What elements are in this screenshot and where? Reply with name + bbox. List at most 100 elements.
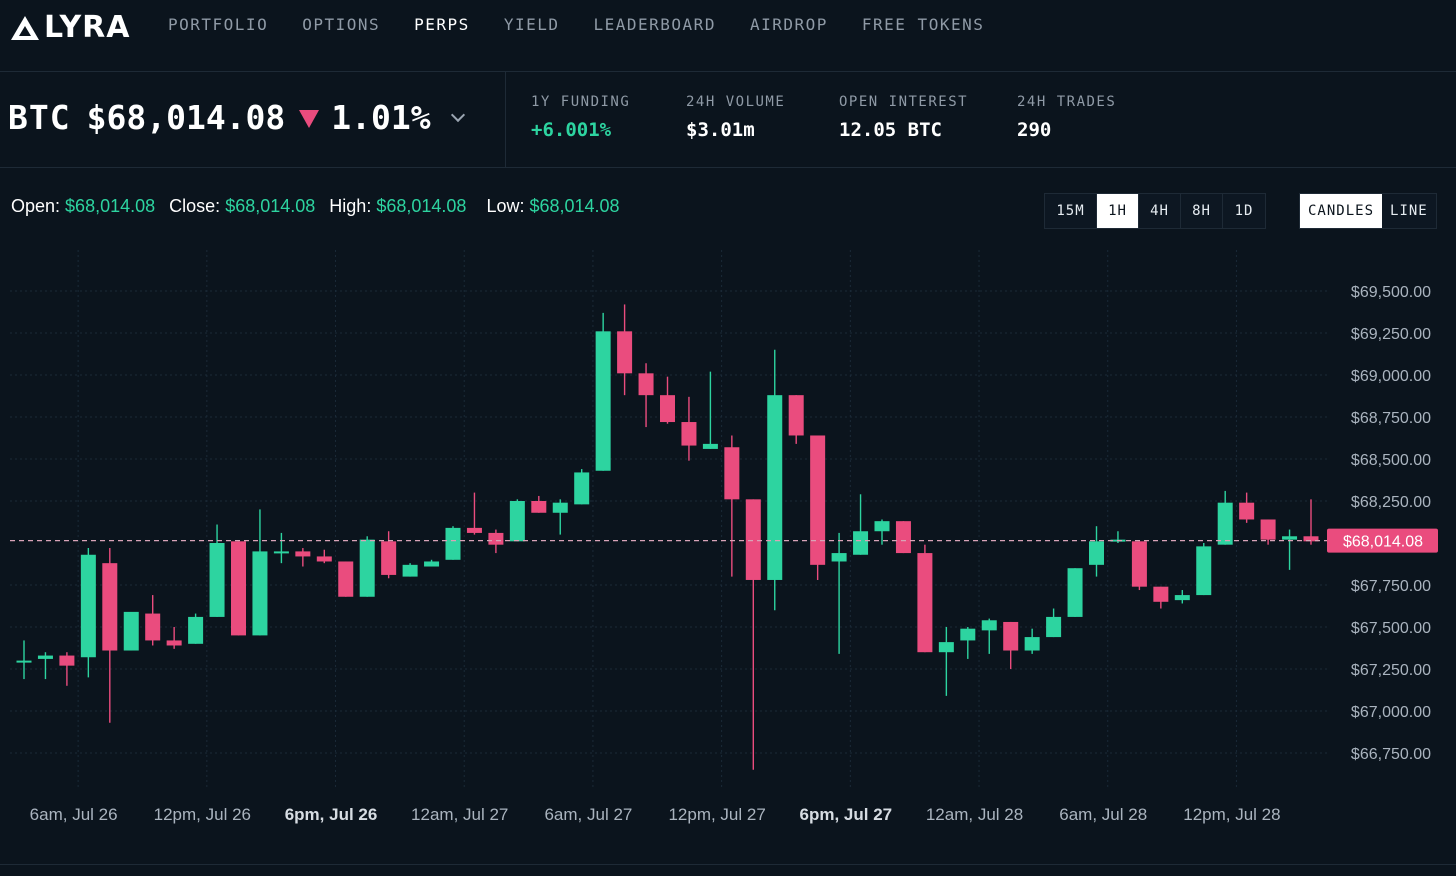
candle-body: [359, 539, 375, 597]
chart-type-line-button[interactable]: LINE: [1390, 203, 1428, 219]
candle: [552, 499, 568, 535]
timeframe-4h-button[interactable]: 4H: [1139, 194, 1181, 228]
candle: [1131, 541, 1147, 591]
nav-leaderboard[interactable]: LEADERBOARD: [593, 15, 716, 34]
candle-body: [617, 331, 633, 374]
candle: [123, 611, 139, 651]
candle-body: [1024, 637, 1040, 651]
candle: [359, 536, 375, 597]
candle: [724, 435, 740, 577]
timeframe-15m-button[interactable]: 15M: [1045, 194, 1097, 228]
stat-open-interest: OPEN INTEREST 12.05 BTC: [839, 94, 968, 141]
chevron-down-icon[interactable]: [450, 107, 465, 122]
candle: [638, 363, 654, 428]
candle-body: [938, 642, 954, 653]
x-tick-label: 6pm, Jul 27: [800, 805, 893, 824]
candle: [381, 531, 397, 579]
candle-body: [166, 640, 182, 646]
x-tick-label: 6am, Jul 28: [1059, 805, 1147, 824]
candle-body: [295, 551, 311, 557]
candle-body: [1067, 568, 1083, 617]
candle-body: [681, 422, 697, 446]
candle-body: [188, 616, 204, 644]
candle-body: [1217, 502, 1233, 545]
stat-value: 290: [1017, 119, 1052, 141]
price-change: 1.01%: [331, 98, 431, 137]
candle-body: [531, 501, 547, 513]
brand-name: LYRA: [44, 10, 131, 45]
x-tick-label: 12am, Jul 28: [926, 805, 1023, 824]
timeframe-1h-button[interactable]: 1H: [1097, 194, 1139, 228]
x-tick-label: 6am, Jul 27: [544, 805, 632, 824]
candle: [853, 494, 869, 555]
candle-body: [338, 561, 354, 597]
candle: [810, 435, 826, 580]
candle-body: [981, 620, 997, 631]
nav-free-tokens[interactable]: FREE TOKENS: [861, 15, 985, 34]
candle-body: [252, 551, 268, 636]
candle: [59, 652, 75, 686]
current-price-label: $68,014.08: [1343, 534, 1423, 551]
chart-type-candles-button[interactable]: CANDLES: [1300, 194, 1383, 228]
candle: [1003, 621, 1019, 669]
candle-body: [37, 655, 53, 659]
candle: [209, 524, 225, 617]
y-tick-label: $69,250.00: [1351, 326, 1431, 343]
stat-funding: 1Y FUNDING +6.001%: [531, 94, 630, 141]
candle: [681, 396, 697, 461]
candle-body: [1046, 616, 1062, 638]
divider: [0, 864, 1456, 865]
candle-body: [745, 499, 761, 580]
timeframe-8h-button[interactable]: 8H: [1181, 194, 1223, 228]
candle-body: [209, 543, 225, 617]
stat-value: 12.05 BTC: [839, 119, 942, 141]
candle: [1260, 519, 1276, 545]
candle-body: [595, 331, 611, 471]
candle: [295, 548, 311, 567]
candle: [145, 595, 161, 646]
candle: [981, 618, 997, 654]
candle-body: [1089, 541, 1104, 565]
candle: [767, 349, 783, 611]
candle-body: [1131, 541, 1147, 587]
stat-label: 24H TRADES: [1017, 94, 1117, 110]
stat-label: 24H VOLUME: [686, 94, 786, 110]
candle-body: [1174, 595, 1190, 601]
low-label: Low:: [486, 196, 525, 216]
current-price-tag: [1327, 528, 1438, 553]
candle: [788, 395, 804, 444]
stat-trades: 24H TRADES 290: [1017, 94, 1116, 141]
candle: [874, 519, 890, 545]
price-chart[interactable]: $69,500.00 $69,250.00 $69,000.00 $68,750.00…: [0, 240, 1456, 840]
nav-perps[interactable]: PERPS: [414, 15, 470, 34]
candle-body: [874, 521, 890, 532]
open-label: Open:: [11, 196, 61, 216]
market-selector[interactable]: BTC $68,014.08 1.01%: [8, 98, 465, 137]
nav-portfolio[interactable]: PORTFOLIO: [168, 15, 269, 34]
timeframe-1d-button[interactable]: 1D: [1234, 203, 1254, 219]
main-nav: PORTFOLIO OPTIONS PERPS YIELD LEADERBOARD AIR…: [168, 15, 1018, 34]
candle: [102, 548, 118, 723]
brand-logo[interactable]: LYRA: [10, 10, 131, 45]
candle: [1217, 490, 1233, 545]
candle: [16, 640, 32, 680]
candle: [1153, 586, 1169, 609]
candle: [917, 544, 933, 653]
candle: [466, 492, 482, 535]
nav-options[interactable]: OPTIONS: [302, 15, 381, 34]
candle: [1067, 568, 1083, 617]
candle: [445, 526, 461, 560]
candle: [166, 627, 182, 649]
candle: [745, 499, 761, 770]
nav-yield[interactable]: YIELD: [503, 15, 560, 34]
candle-body: [702, 443, 718, 449]
candle-body: [424, 561, 440, 567]
candle-body: [960, 628, 976, 641]
candle-body: [1196, 546, 1212, 596]
candle: [1239, 492, 1255, 523]
asset-symbol: BTC: [8, 98, 71, 137]
nav-airdrop[interactable]: AIRDROP: [749, 15, 828, 34]
asset-price: $68,014.08: [86, 98, 286, 137]
candle: [316, 549, 332, 564]
candle-body: [1239, 502, 1255, 520]
